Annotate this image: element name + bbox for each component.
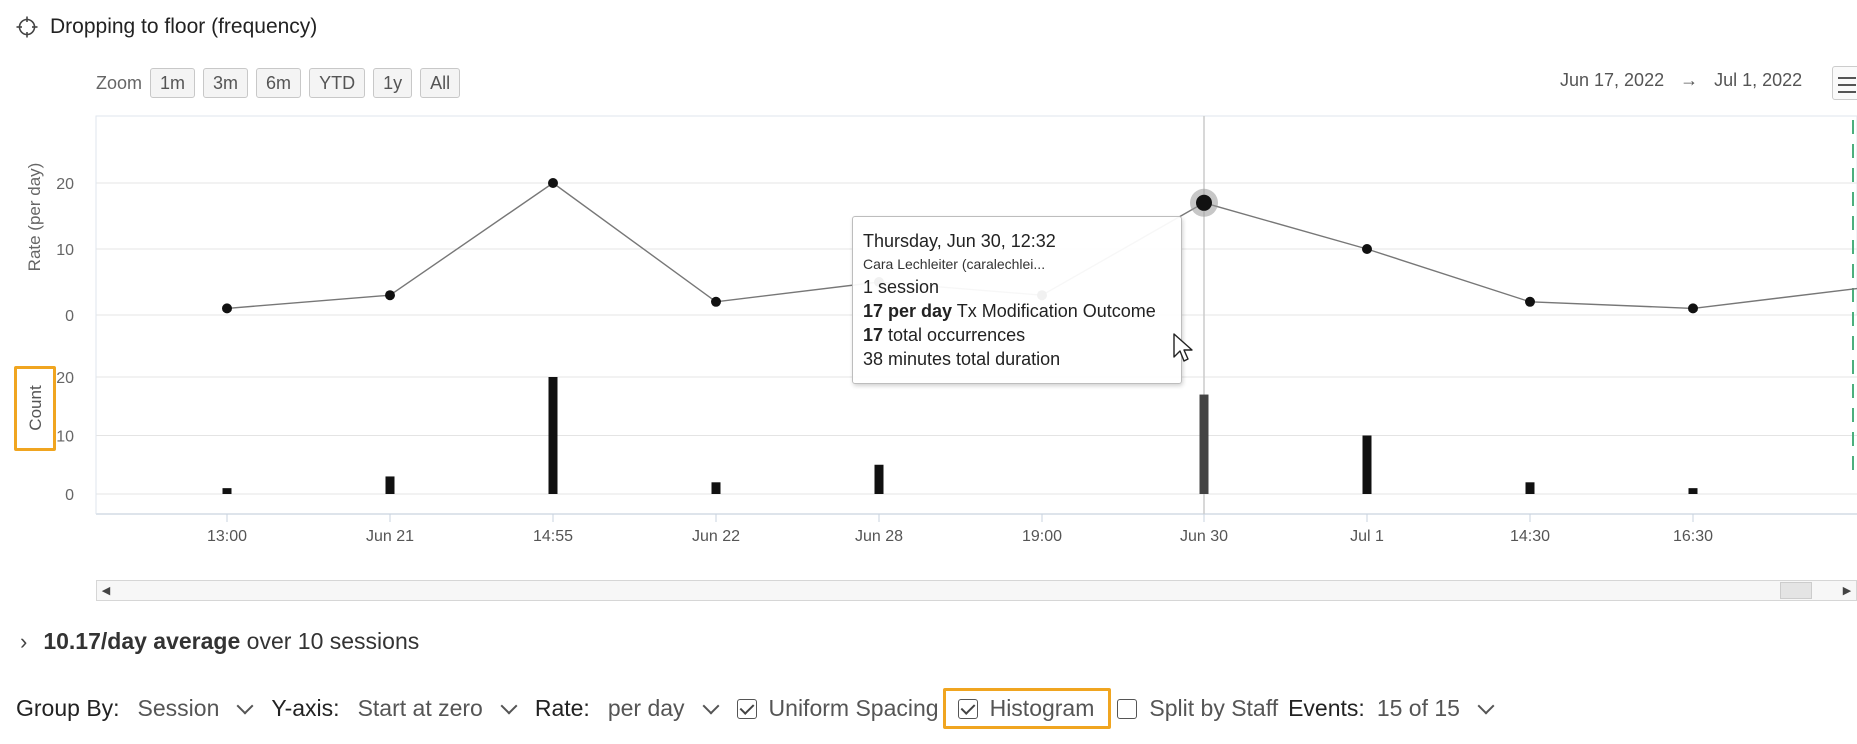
x-tick-label: 13:00 [207, 528, 247, 545]
tooltip-duration: 38 minutes total duration [863, 349, 1061, 369]
count-bar [385, 476, 395, 494]
data-tooltip: Thursday, Jun 30, 12:32 Cara Lechleiter … [852, 216, 1182, 384]
lower-ytick-label: 20 [56, 370, 74, 387]
split-by-staff-checkbox[interactable]: Split by Staff [1117, 695, 1278, 722]
x-tick-label: 14:55 [533, 528, 573, 545]
upper-ytick-label: 0 [65, 308, 74, 325]
tooltip-sessions: 1 session [863, 277, 940, 297]
x-tick-label: Jun 21 [366, 528, 414, 545]
rate-point [548, 178, 558, 188]
x-tick-label: Jun 28 [855, 528, 903, 545]
lower-ytick-label: 10 [56, 429, 74, 446]
axis-labels: 20 10 0 20 10 0 Rate (per day) Count 13:00 Jun 21… [25, 163, 1713, 545]
tooltip-occ-value: 17 [863, 325, 884, 345]
uniform-spacing-checkbox[interactable]: Uniform Spacing [736, 695, 939, 722]
count-bar [874, 464, 884, 494]
count-bar [1688, 488, 1698, 494]
chart-header: Dropping to floor (frequency) [16, 12, 317, 42]
zoom-controls: Zoom 1m 3m 6m YTD 1y All [96, 68, 461, 98]
rate-point [1525, 296, 1535, 307]
summary-average: 10.17/day average [43, 628, 241, 654]
rate-label: Rate: [534, 695, 590, 721]
checkbox-checked-icon[interactable] [736, 698, 757, 719]
count-label-highlight [14, 366, 56, 451]
yaxis-select[interactable]: Start at zero [357, 695, 483, 721]
tooltip-rate-value: 17 per day [863, 301, 953, 321]
scroll-thumb[interactable] [1780, 582, 1812, 599]
chart-area[interactable]: 20 10 0 20 10 0 Rate (per day) Count 13:00 Jun 21… [0, 100, 1857, 570]
zoom-6m-button[interactable]: 6m [256, 68, 302, 98]
crosshair-icon[interactable] [16, 16, 38, 38]
rate-point [222, 303, 232, 314]
checkbox-checked-icon[interactable] [957, 698, 978, 719]
histogram-checkbox[interactable]: Histogram [942, 688, 1112, 729]
count-bar [711, 482, 721, 494]
range-arrow: → [1680, 70, 1699, 90]
range-start[interactable]: Jun 17, 2022 [1560, 70, 1665, 90]
rate-point [1362, 244, 1372, 254]
uniform-spacing-label: Uniform Spacing [768, 695, 939, 721]
zoom-1m-button[interactable]: 1m [150, 68, 196, 98]
x-tick-label: 19:00 [1022, 528, 1062, 545]
range-end[interactable]: Jul 1, 2022 [1714, 70, 1803, 90]
chevron-right-icon[interactable]: › [20, 628, 28, 654]
chart-options: Group By: Session Y-axis: Start at zero … [16, 688, 1512, 729]
chevron-down-icon[interactable] [702, 697, 720, 714]
chevron-down-icon[interactable] [500, 697, 518, 714]
count-bar [548, 377, 558, 494]
yaxis-label: Y-axis: [271, 695, 340, 721]
group-by-select[interactable]: Session [137, 695, 220, 721]
count-bar-series [222, 377, 1698, 494]
chart-scrollbar[interactable] [96, 580, 1857, 601]
chart-title: Dropping to floor (frequency) [50, 15, 318, 38]
split-by-staff-label: Split by Staff [1149, 695, 1279, 721]
tooltip-rate-text: Tx Modification Outcome [952, 301, 1156, 321]
tooltip-rate: 17 per day Tx Modification Outcome [863, 299, 1171, 323]
tooltip-occurrences: 17 total occurrences [863, 323, 1171, 347]
rate-point [385, 290, 395, 301]
chevron-down-icon[interactable] [236, 697, 254, 714]
x-tick-label: Jun 30 [1180, 528, 1228, 545]
lower-ytick-label: 0 [65, 487, 74, 504]
count-bar [1525, 482, 1535, 494]
tooltip-user: Cara Lechleiter (caralechlei... [863, 256, 1046, 272]
scroll-left-arrow-icon[interactable]: ◀ [101, 585, 111, 597]
summary-text: over 10 sessions [246, 628, 420, 654]
rate-point-highlighted [1196, 194, 1212, 211]
date-range: Jun 17, 2022 → Jul 1, 2022 [1560, 70, 1802, 91]
rate-point [711, 296, 721, 307]
chart-menu-button[interactable] [1832, 66, 1857, 100]
events-select[interactable]: 15 of 15 [1376, 695, 1460, 721]
rate-point [1688, 303, 1698, 314]
zoom-1y-button[interactable]: 1y [373, 68, 413, 98]
upper-yaxis-title: Rate (per day) [25, 163, 44, 272]
lower-yaxis-title: Count [26, 385, 45, 431]
upper-ytick-label: 10 [56, 242, 74, 259]
zoom-ytd-button[interactable]: YTD [309, 68, 366, 98]
histogram-label: Histogram [989, 695, 1095, 721]
zoom-label: Zoom [96, 72, 143, 93]
checkbox-unchecked-icon[interactable] [1117, 698, 1138, 719]
chevron-down-icon[interactable] [1477, 697, 1495, 714]
events-label: Events: [1288, 695, 1365, 721]
group-by-label: Group By: [16, 695, 120, 721]
tooltip-occ-text: total occurrences [883, 325, 1026, 345]
summary-row[interactable]: › 10.17/day average over 10 sessions [20, 628, 419, 655]
count-bar [1199, 394, 1209, 494]
hamburger-icon [1833, 67, 1857, 93]
scroll-right-arrow-icon[interactable]: ▶ [1842, 585, 1852, 597]
x-tick-label: 14:30 [1510, 528, 1550, 545]
mouse-cursor-icon [1173, 333, 1193, 362]
x-tick-label: 16:30 [1673, 528, 1713, 545]
upper-ytick-label: 20 [56, 176, 74, 193]
zoom-all-button[interactable]: All [420, 68, 461, 98]
rate-select[interactable]: per day [607, 695, 685, 721]
x-tick-label: Jun 22 [692, 528, 740, 545]
x-tick-label: Jul 1 [1350, 528, 1384, 545]
count-bar [1362, 435, 1372, 494]
count-bar [222, 488, 232, 494]
zoom-3m-button[interactable]: 3m [203, 68, 249, 98]
tooltip-date: Thursday, Jun 30, 12:32 [863, 231, 1056, 251]
